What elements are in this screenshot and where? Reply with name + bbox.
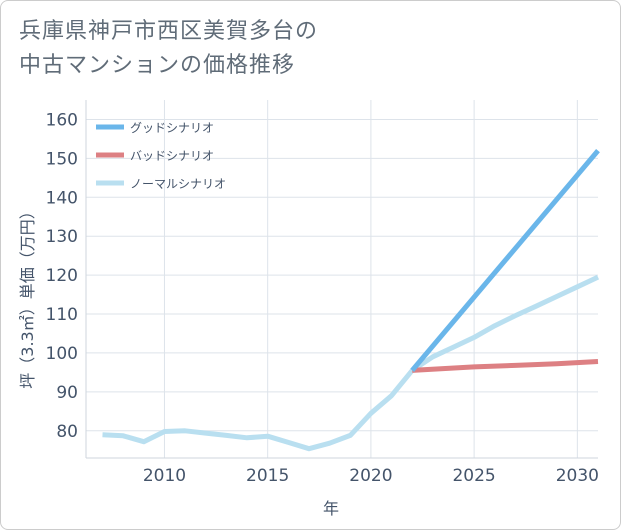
chart-title-line2: 中古マンションの価格推移 (19, 53, 296, 78)
tick-labels: 80 90 100 110 120 130 140 150 160 2010 2015 2020 202… (46, 110, 599, 486)
chart-title: 兵庫県神戸市西区美賀多台の 中古マンションの価格推移 (19, 15, 579, 83)
chart-title-line1: 兵庫県神戸市西区美賀多台の (19, 19, 319, 44)
axes (85, 100, 598, 459)
y-tick-label: 90 (56, 383, 78, 403)
x-tick-label: 2030 (556, 466, 599, 486)
y-tick-label: 140 (46, 188, 78, 208)
grid-lines (86, 100, 598, 458)
y-tick-label: 130 (46, 227, 78, 247)
y-tick-label: 160 (46, 110, 78, 130)
legend-label: バッドシナリオ (130, 149, 214, 163)
series-line-1 (412, 359, 599, 373)
y-tick-label: 110 (46, 305, 78, 325)
y-tick-label: 150 (46, 149, 78, 169)
x-tick-label: 2025 (452, 466, 495, 486)
series-lines (102, 148, 600, 452)
x-tick-label: 2015 (246, 466, 289, 486)
legend-label: ノーマルシナリオ (130, 177, 226, 191)
x-tick-label: 2010 (143, 466, 186, 486)
y-axis-title: 坪（3.3㎡）単価（万円） (18, 203, 37, 388)
series-line-0 (410, 148, 600, 373)
y-tick-label: 80 (56, 422, 78, 442)
y-tick-label: 120 (46, 266, 78, 286)
series-line-2 (102, 274, 600, 452)
x-tick-label: 2020 (349, 466, 392, 486)
x-axis-title: 年 (323, 499, 339, 518)
legend-label: グッドシナリオ (130, 121, 214, 135)
y-tick-label: 100 (46, 344, 78, 364)
